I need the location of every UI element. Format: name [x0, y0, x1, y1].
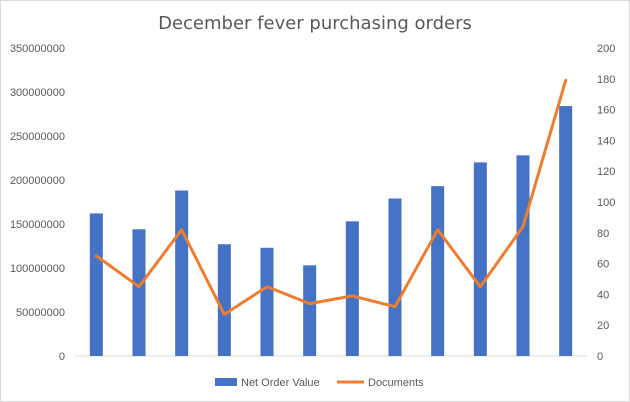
legend-label-net-order-value: Net Order Value	[241, 377, 320, 389]
right-tick-label: 200	[597, 43, 615, 55]
left-tick-label: 100000000	[10, 263, 65, 275]
bar	[132, 229, 146, 356]
right-tick-label: 0	[597, 351, 603, 363]
left-tick-label: 300000000	[10, 87, 65, 99]
bar	[175, 190, 189, 356]
right-tick-label: 140	[597, 135, 615, 147]
left-tick-label: 150000000	[10, 219, 65, 231]
legend-label-documents: Documents	[368, 377, 424, 389]
documents-line	[94, 78, 568, 316]
legend-swatch-net-order-value	[215, 378, 237, 386]
right-tick-label: 60	[597, 259, 609, 271]
bar	[516, 155, 530, 356]
right-axis-ticks: 0 20 40 60 80 100 120 140 160 180 200	[597, 43, 615, 363]
bar	[260, 247, 274, 356]
left-tick-label: 350000000	[10, 43, 65, 55]
chart-title: December fever purchasing orders	[158, 13, 472, 34]
right-tick-label: 100	[597, 197, 615, 209]
bar	[559, 106, 573, 356]
right-tick-label: 120	[597, 166, 615, 178]
left-axis-ticks: 0 50000000 100000000 150000000 200000000 2500…	[10, 43, 65, 363]
bar	[473, 162, 487, 356]
bar-series	[89, 106, 573, 356]
right-tick-label: 40	[597, 289, 609, 301]
legend: Net Order Value Documents	[215, 377, 424, 389]
left-tick-label: 50000000	[16, 307, 65, 319]
left-tick-label: 200000000	[10, 175, 65, 187]
line-series	[94, 78, 568, 316]
bar	[431, 186, 445, 356]
bar	[217, 244, 231, 356]
bar	[303, 265, 317, 356]
left-tick-label: 0	[59, 351, 65, 363]
bar	[89, 213, 103, 356]
right-tick-label: 80	[597, 228, 609, 240]
left-tick-label: 250000000	[10, 131, 65, 143]
right-tick-label: 160	[597, 105, 615, 117]
bar	[345, 221, 359, 356]
right-tick-label: 20	[597, 320, 609, 332]
right-tick-label: 180	[597, 74, 615, 86]
bar	[388, 198, 402, 356]
